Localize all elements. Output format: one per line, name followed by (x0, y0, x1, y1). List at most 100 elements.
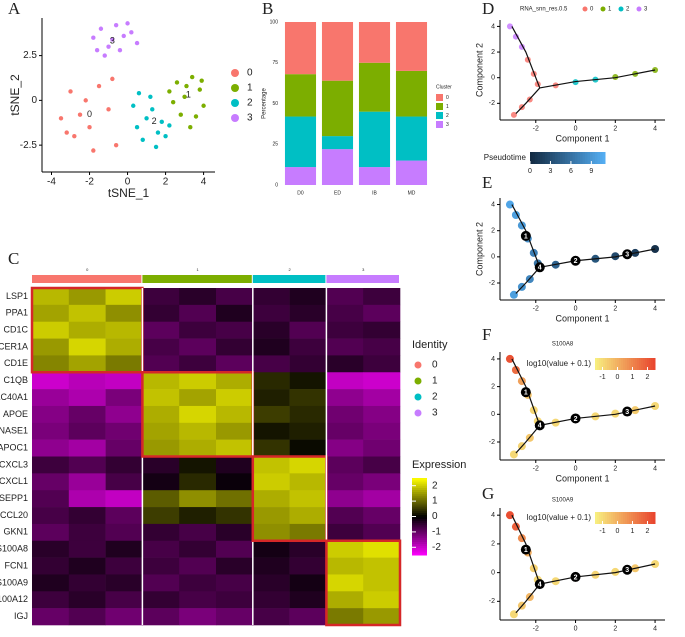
colorbar-segment (412, 539, 427, 543)
point (163, 133, 168, 139)
legend-label: 3 (644, 7, 648, 13)
point (110, 37, 115, 42)
cell-point (572, 79, 579, 86)
colorbar-segment (412, 487, 427, 491)
branch-point (534, 262, 545, 273)
legend-swatch (231, 114, 239, 122)
y-tick-label: 4 (491, 201, 495, 208)
heatmap-cell (289, 405, 327, 424)
point (148, 94, 153, 99)
gene-label: APOE (3, 409, 28, 419)
point (113, 142, 119, 148)
colorbar-segment (605, 512, 608, 524)
identity-legend-label: 0 (432, 360, 438, 371)
colorbar-segment (555, 152, 558, 164)
point (121, 33, 126, 39)
heatmap-cell (142, 288, 180, 306)
colorbar-segment (633, 358, 636, 370)
point (129, 30, 134, 35)
colorbar-segment (639, 512, 642, 524)
heatmap-cell (289, 591, 327, 609)
heatmap-cell (68, 439, 106, 457)
x-tick-label: 2 (613, 465, 617, 472)
heatmap-cell (179, 321, 217, 339)
colorbar-segment (412, 553, 427, 556)
colorbar-segment (582, 152, 586, 164)
colorbar-segment (647, 512, 650, 524)
heatmap-cell (216, 574, 254, 592)
panel-letter: G (482, 484, 494, 503)
heatmap-cell (68, 608, 106, 626)
colorbar-segment (412, 526, 427, 529)
colorbar-segment (412, 524, 427, 527)
trajectory-line (511, 358, 656, 454)
heatmap-cell (326, 456, 364, 474)
heatmap-cell (32, 405, 70, 424)
colorbar-segment (631, 358, 634, 370)
heatmap-cell (179, 288, 217, 306)
heatmap-cell (216, 422, 254, 440)
heatmap-cell (363, 439, 401, 457)
legend-swatch (618, 6, 624, 12)
gene-label: IGJ (14, 611, 28, 621)
bar-segment (395, 70, 428, 117)
heatmap-cell (179, 540, 217, 558)
heatmap-cell (289, 540, 327, 558)
heatmap-cell (326, 389, 364, 407)
heatmap-cell (179, 507, 217, 525)
colorbar-tick-label: 2 (646, 528, 650, 535)
colorbar-segment (580, 152, 583, 164)
heatmap-cell (289, 338, 327, 356)
branch-point-label: 3 (625, 409, 629, 416)
colorbar-segment (412, 518, 427, 521)
colorbar-segment (587, 152, 591, 164)
heatmap-cell (326, 372, 364, 390)
branch-point (534, 420, 545, 431)
colorbar-segment (412, 495, 427, 498)
colorbar-segment (412, 541, 427, 544)
heatmap-cell (142, 507, 180, 525)
colorbar-segment (412, 528, 427, 531)
colorbar-segment (595, 358, 598, 370)
heatmap-cell (363, 405, 401, 424)
x-tick-label: -2 (533, 125, 539, 132)
cell-point (611, 252, 620, 261)
heatmap-cell (179, 422, 217, 440)
identity-bar (252, 275, 326, 283)
heatmap-cell (32, 304, 70, 322)
heatmap-cell (289, 321, 327, 339)
colorbar-tick-label: 1 (432, 496, 438, 507)
colorbar-segment (639, 358, 642, 370)
heatmap-cell (179, 405, 217, 424)
branch-point (534, 579, 545, 590)
y-tick-label: -2 (489, 439, 495, 446)
heatmap-cell (252, 608, 290, 626)
y-tick-label: 50 (272, 101, 278, 107)
point (193, 114, 199, 119)
heatmap-cell (142, 304, 180, 322)
heatmap-cell (68, 540, 106, 558)
colorbar-title: Pseudotime (484, 153, 527, 162)
gene-label: C1QB (3, 375, 28, 385)
x-tick-label: -2 (533, 625, 539, 632)
colorbar-segment (412, 481, 427, 485)
heatmap-cell (216, 557, 254, 575)
heatmap-cell (216, 389, 254, 407)
colorbar-segment (607, 358, 610, 370)
heatmap-cell (252, 507, 290, 525)
colorbar-segment (623, 512, 626, 524)
colorbar-segment (601, 358, 604, 370)
colorbar-tick-label: 6 (569, 168, 573, 175)
colorbar-segment (560, 152, 563, 164)
heatmap-cell (105, 473, 143, 491)
branch-point (622, 249, 633, 260)
heatmap-cell (326, 523, 364, 542)
gene-label: S100A8 (0, 544, 28, 554)
colorbar-segment (595, 512, 598, 524)
panel-letter: B (262, 0, 273, 18)
branch-point (570, 255, 581, 266)
heatmap-cell (326, 557, 364, 575)
identity-legend-swatch (414, 361, 422, 369)
identity-legend-label: 2 (432, 392, 438, 403)
point (201, 103, 206, 108)
